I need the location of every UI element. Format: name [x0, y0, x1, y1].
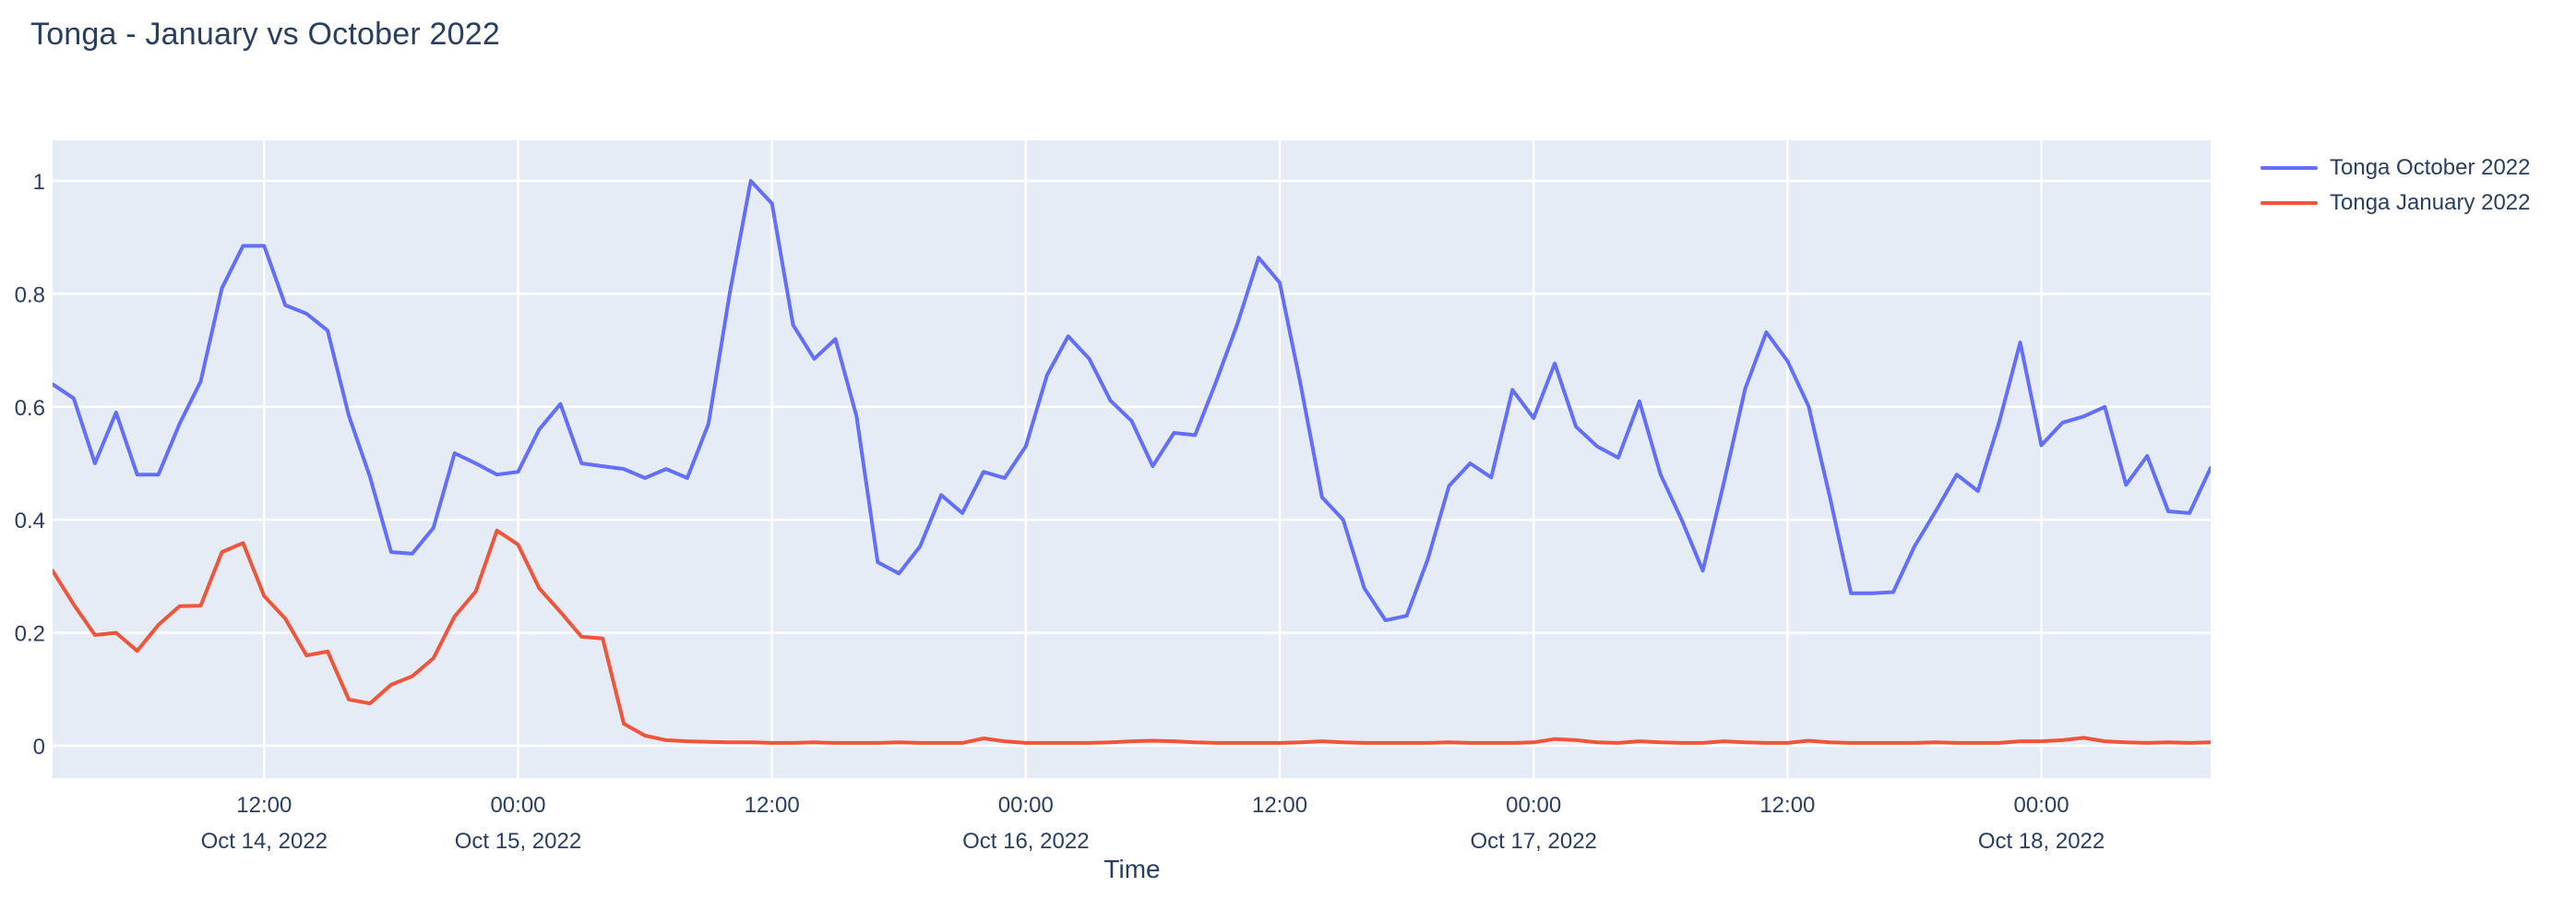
legend-label: Tonga October 2022	[2330, 155, 2531, 180]
x-tick-time-label: 00:00	[490, 793, 545, 818]
plot-background	[53, 140, 2211, 778]
x-axis-title: Time	[1103, 855, 1161, 883]
legend-item-january[interactable]: Tonga January 2022	[2260, 186, 2531, 221]
x-tick-date-label: Oct 17, 2022	[1470, 829, 1596, 854]
x-tick-time-label: 12:00	[1252, 793, 1307, 818]
x-tick-date-label: Oct 15, 2022	[455, 829, 581, 854]
x-tick-date-label: Oct 14, 2022	[201, 829, 328, 854]
y-tick-label: 0.6	[15, 396, 45, 421]
x-tick-date-label: Oct 18, 2022	[1978, 829, 2105, 854]
y-tick-label: 0.2	[15, 622, 45, 647]
x-tick-time-label: 12:00	[236, 793, 292, 818]
legend-line-swatch-january	[2260, 201, 2318, 205]
x-tick-date-label: Oct 16, 2022	[962, 829, 1089, 854]
legend: Tonga October 2022 Tonga January 2022	[2260, 150, 2531, 221]
legend-label: Tonga January 2022	[2330, 190, 2531, 215]
legend-line-swatch-october	[2260, 166, 2318, 170]
series-line-october	[53, 179, 2211, 623]
x-tick-time-label: 00:00	[998, 793, 1054, 818]
chart-title: Tonga - January vs October 2022	[30, 17, 500, 52]
x-tick-time-label: 00:00	[1506, 793, 1561, 818]
x-tick-time-label: 12:00	[1759, 793, 1815, 818]
x-tick-time-label: 12:00	[745, 793, 800, 818]
y-tick-label: 1	[33, 170, 45, 195]
y-tick-label: 0	[33, 735, 45, 760]
y-tick-label: 0.8	[15, 282, 45, 307]
series-line-january	[53, 528, 2211, 745]
y-tick-label: 0.4	[15, 509, 45, 533]
legend-item-october[interactable]: Tonga October 2022	[2260, 150, 2531, 186]
x-tick-time-label: 00:00	[2014, 793, 2069, 818]
